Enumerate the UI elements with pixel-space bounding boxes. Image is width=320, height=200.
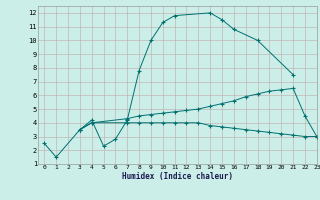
X-axis label: Humidex (Indice chaleur): Humidex (Indice chaleur) [122,172,233,181]
